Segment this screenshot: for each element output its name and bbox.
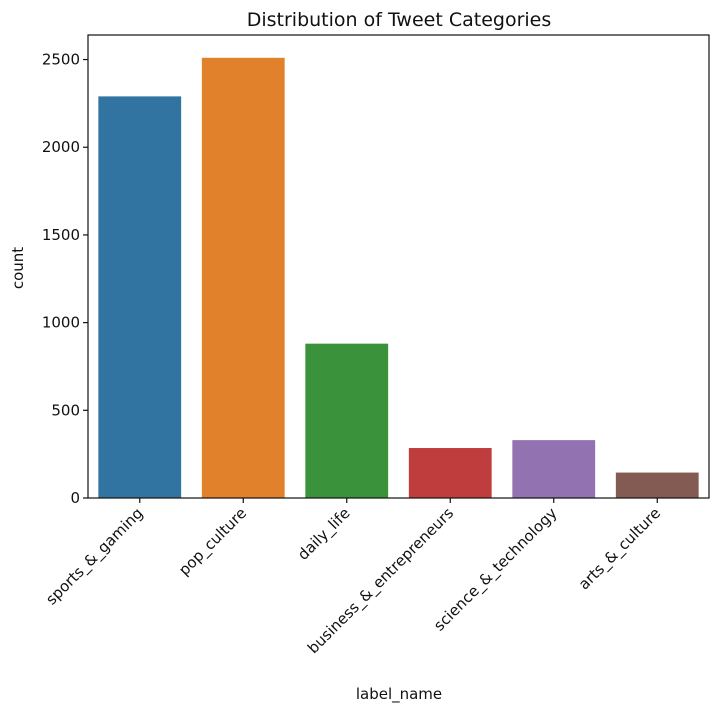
bar-business_&_entrepreneurs [408,448,492,498]
chart-title: Distribution of Tweet Categories [247,9,552,31]
x-axis-ticks: sports_&_gaming pop_culture daily_lifebusi… [42,498,665,658]
bar-arts_&_culture [615,472,699,498]
bar-sports_&_gaming [98,96,182,499]
bar-science_&_technology [512,440,596,498]
x-tick-label: daily_life [294,504,354,564]
plot-frame [87,34,710,499]
bar-daily_life [305,343,389,498]
x-axis-label: label_name [356,685,442,704]
y-tick-label: 2000 [42,138,80,156]
y-tick-label: 0 [70,489,80,507]
y-tick-label: 500 [51,401,80,419]
bars-group [98,57,699,499]
y-axis-ticks: 0 500 1000 1500 2000 2500 [42,51,88,507]
y-tick-label: 2500 [42,51,80,69]
x-tick-label: sports_&_gaming [42,504,147,609]
y-tick-label: 1500 [42,226,80,244]
x-tick-label: arts_&_culture [575,504,665,594]
y-tick-label: 1000 [42,314,80,332]
bar-pop_culture [201,57,285,498]
y-axis-label: count [9,247,27,289]
x-tick-label: pop_culture [175,504,251,580]
